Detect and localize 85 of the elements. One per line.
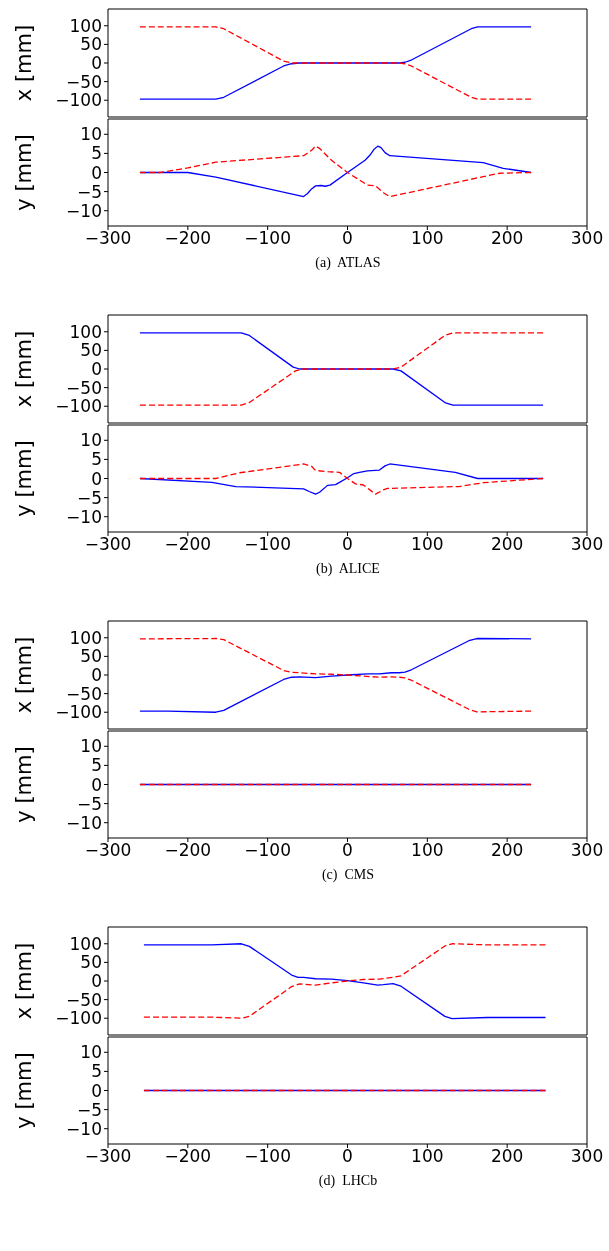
- x-tick-label: −100: [244, 228, 292, 249]
- y-tick-label: 100: [69, 321, 102, 342]
- x-tick-label: 100: [411, 228, 444, 249]
- text: (d) LHCb: [317, 1172, 379, 1190]
- line-series: [139, 26, 532, 100]
- x-tick-label: −200: [164, 1146, 212, 1167]
- y-tick-label: 10: [80, 1042, 102, 1063]
- y-tick-label: −5: [76, 793, 102, 814]
- x-tick-label: 0: [342, 1146, 353, 1167]
- x-tick-label: 200: [490, 840, 524, 861]
- x-tick-label: −300: [84, 1146, 132, 1167]
- x-tick-label: 0: [342, 840, 353, 861]
- x-tick-label: 100: [411, 534, 444, 555]
- x-tick-label: 300: [570, 1146, 604, 1167]
- y-tick-label: −10: [66, 200, 102, 221]
- y-tick-label: −100: [55, 396, 102, 417]
- x-tick-label: 200: [490, 1146, 524, 1167]
- y-tick-label: 5: [91, 143, 102, 164]
- line-series: [139, 145, 532, 198]
- y-tick-label: −100: [55, 1008, 102, 1029]
- y-tick-label: 10: [80, 124, 102, 145]
- x-tick-label: 200: [490, 534, 524, 555]
- y-tick-label: 0: [91, 971, 102, 992]
- y-tick-label: −5: [76, 181, 102, 202]
- x-tick-label: 300: [570, 534, 604, 555]
- y-tick-label: −100: [55, 90, 102, 111]
- y-axis-title: x [mm]: [12, 942, 37, 1020]
- y-tick-label: −5: [76, 487, 102, 508]
- y-tick-label: 5: [91, 1061, 102, 1082]
- x-tick-label: −200: [164, 228, 212, 249]
- y-axis-title: y [mm]: [12, 1052, 37, 1129]
- text: (c) CMS: [320, 866, 376, 884]
- x-tick-label: −200: [164, 534, 212, 555]
- y-tick-label: −10: [66, 506, 102, 527]
- line-series: [139, 463, 544, 495]
- y-tick-label: 5: [91, 755, 102, 776]
- y-tick-label: 0: [91, 162, 102, 183]
- y-tick-label: 0: [91, 665, 102, 686]
- text: (b) ALICE: [315, 560, 381, 578]
- y-axis-title: x [mm]: [12, 330, 37, 408]
- y-tick-label: 100: [69, 15, 102, 36]
- y-tick-label: 50: [80, 952, 102, 973]
- y-axis-title: y [mm]: [12, 440, 37, 517]
- x-tick-label: −100: [244, 840, 292, 861]
- y-tick-label: 100: [69, 627, 102, 648]
- x-tick-label: 0: [342, 534, 353, 555]
- x-tick-label: −200: [164, 840, 212, 861]
- x-tick-label: −300: [84, 840, 132, 861]
- y-tick-label: −50: [66, 377, 102, 398]
- x-tick-label: 200: [490, 228, 524, 249]
- y-tick-label: −50: [66, 989, 102, 1010]
- y-tick-label: 0: [91, 468, 102, 489]
- y-tick-label: −10: [66, 812, 102, 833]
- y-tick-label: 0: [91, 774, 102, 795]
- x-tick-label: 100: [411, 1146, 444, 1167]
- y-tick-label: 50: [80, 646, 102, 667]
- line-series: [139, 332, 544, 406]
- y-axis-title: y [mm]: [12, 134, 37, 211]
- y-tick-label: −100: [55, 702, 102, 723]
- y-axis-title: x [mm]: [12, 636, 37, 714]
- x-tick-label: 0: [342, 228, 353, 249]
- y-tick-label: 10: [80, 736, 102, 757]
- y-tick-label: 100: [69, 933, 102, 954]
- y-tick-label: 50: [80, 34, 102, 55]
- y-axis-title: y [mm]: [12, 746, 37, 823]
- y-tick-label: −50: [66, 683, 102, 704]
- x-tick-label: 300: [570, 840, 604, 861]
- x-tick-label: −100: [244, 534, 292, 555]
- line-series: [139, 637, 532, 713]
- y-tick-label: −50: [66, 71, 102, 92]
- x-tick-label: 300: [570, 228, 604, 249]
- y-tick-label: 5: [91, 449, 102, 470]
- y-tick-label: −10: [66, 1118, 102, 1139]
- y-tick-label: 0: [91, 359, 102, 380]
- y-tick-label: 10: [80, 430, 102, 451]
- y-tick-label: −5: [76, 1099, 102, 1120]
- y-tick-label: 0: [91, 1080, 102, 1101]
- text: (a) ATLAS: [314, 254, 382, 272]
- x-tick-label: −300: [84, 228, 132, 249]
- y-axis-title: x [mm]: [12, 24, 37, 102]
- y-tick-label: 50: [80, 340, 102, 361]
- x-tick-label: −300: [84, 534, 132, 555]
- x-tick-label: −100: [244, 1146, 292, 1167]
- x-tick-label: 100: [411, 840, 444, 861]
- y-tick-label: 0: [91, 53, 102, 74]
